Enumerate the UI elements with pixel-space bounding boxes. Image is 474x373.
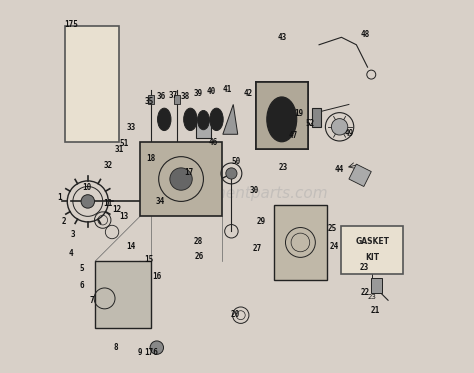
Text: 17: 17: [184, 168, 193, 177]
Text: 30: 30: [249, 186, 258, 195]
Ellipse shape: [157, 108, 171, 131]
Text: 13: 13: [120, 212, 129, 221]
Bar: [174, 95, 180, 104]
Text: 47: 47: [288, 131, 298, 140]
Ellipse shape: [267, 97, 297, 142]
Text: 38: 38: [180, 93, 190, 101]
Text: 5: 5: [80, 264, 84, 273]
Bar: [196, 120, 211, 138]
Text: 3: 3: [71, 231, 75, 239]
Text: 42: 42: [244, 90, 253, 98]
Text: 33: 33: [126, 123, 135, 132]
Text: 35: 35: [145, 97, 154, 106]
Bar: [148, 95, 154, 104]
Text: 16: 16: [152, 272, 162, 280]
Text: KIT: KIT: [365, 253, 379, 262]
Text: 20: 20: [230, 310, 240, 319]
Text: 52: 52: [305, 119, 314, 128]
Text: 41: 41: [223, 85, 232, 94]
Text: 23: 23: [359, 263, 368, 272]
Text: 23: 23: [279, 163, 288, 172]
Text: 2: 2: [61, 217, 66, 226]
Text: 40: 40: [207, 87, 216, 96]
Text: 43: 43: [277, 33, 286, 42]
Circle shape: [81, 195, 94, 208]
Text: 46: 46: [208, 138, 218, 147]
Text: 34: 34: [156, 197, 165, 206]
Text: 6: 6: [80, 281, 84, 290]
Text: 8: 8: [113, 343, 118, 352]
Bar: [311, 108, 321, 127]
Text: 176: 176: [144, 348, 158, 357]
Bar: [341, 226, 403, 274]
Text: 39: 39: [193, 89, 202, 98]
Circle shape: [150, 341, 164, 354]
Text: 175: 175: [64, 20, 78, 29]
Text: 32: 32: [104, 162, 113, 170]
Text: 31: 31: [115, 145, 124, 154]
Text: 27: 27: [253, 244, 262, 253]
Text: 25: 25: [328, 224, 337, 233]
Ellipse shape: [183, 108, 197, 131]
Text: 48: 48: [361, 30, 370, 39]
Circle shape: [226, 168, 237, 179]
Text: 22: 22: [361, 288, 370, 297]
Text: 26: 26: [195, 252, 204, 261]
Text: 44: 44: [335, 165, 344, 174]
Text: 18: 18: [146, 154, 156, 163]
Bar: [64, 26, 119, 142]
Polygon shape: [349, 164, 371, 186]
Circle shape: [331, 119, 348, 135]
Polygon shape: [223, 104, 238, 134]
Text: 14: 14: [126, 242, 135, 251]
Text: 21: 21: [370, 306, 380, 315]
Text: 19: 19: [294, 109, 303, 118]
Circle shape: [170, 168, 192, 190]
Text: 29: 29: [256, 217, 266, 226]
Text: ereplacementparts.com: ereplacementparts.com: [146, 186, 328, 201]
Bar: [371, 278, 382, 293]
Text: 4: 4: [69, 249, 73, 258]
Text: 49: 49: [344, 129, 354, 138]
Text: 24: 24: [329, 242, 338, 251]
Text: 36: 36: [157, 92, 166, 101]
Bar: [274, 205, 327, 280]
Text: 9: 9: [138, 348, 142, 357]
Text: 1: 1: [57, 193, 62, 202]
Text: 11: 11: [104, 199, 113, 208]
Ellipse shape: [210, 108, 223, 131]
Ellipse shape: [198, 110, 210, 130]
Text: 15: 15: [145, 255, 154, 264]
Text: 50: 50: [232, 157, 241, 166]
Text: 10: 10: [82, 183, 91, 192]
Bar: [140, 142, 222, 216]
Bar: [95, 261, 151, 328]
Text: 12: 12: [112, 205, 121, 214]
Text: 23: 23: [368, 294, 377, 300]
Text: GASKET: GASKET: [355, 237, 389, 246]
Text: 28: 28: [193, 237, 202, 246]
Bar: [255, 82, 308, 149]
Text: 37: 37: [168, 91, 177, 100]
Text: 7: 7: [89, 296, 94, 305]
Text: 51: 51: [120, 139, 129, 148]
